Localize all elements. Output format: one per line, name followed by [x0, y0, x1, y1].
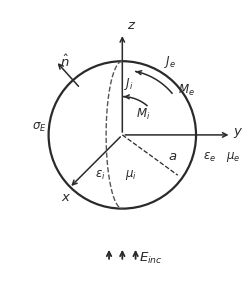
Text: $J_e$: $J_e$	[164, 54, 176, 70]
Text: $\mu_e$: $\mu_e$	[226, 150, 240, 164]
Text: $y$: $y$	[233, 126, 243, 141]
Text: $\hat{n}$: $\hat{n}$	[60, 54, 69, 70]
Text: $\varepsilon_e$: $\varepsilon_e$	[203, 151, 216, 164]
Text: $M_i$: $M_i$	[136, 107, 150, 122]
Text: $J_i$: $J_i$	[124, 76, 133, 92]
Text: $M_e$: $M_e$	[178, 83, 195, 98]
Text: $E_{inc}$: $E_{inc}$	[139, 251, 162, 266]
Text: $a$: $a$	[168, 150, 177, 163]
Text: $\mu_i$: $\mu_i$	[125, 168, 137, 182]
Text: $\varepsilon_i$: $\varepsilon_i$	[95, 169, 106, 182]
Text: $x$: $x$	[61, 191, 72, 204]
Text: $z$: $z$	[127, 19, 136, 32]
Text: $\sigma_{E}$: $\sigma_{E}$	[33, 121, 47, 134]
